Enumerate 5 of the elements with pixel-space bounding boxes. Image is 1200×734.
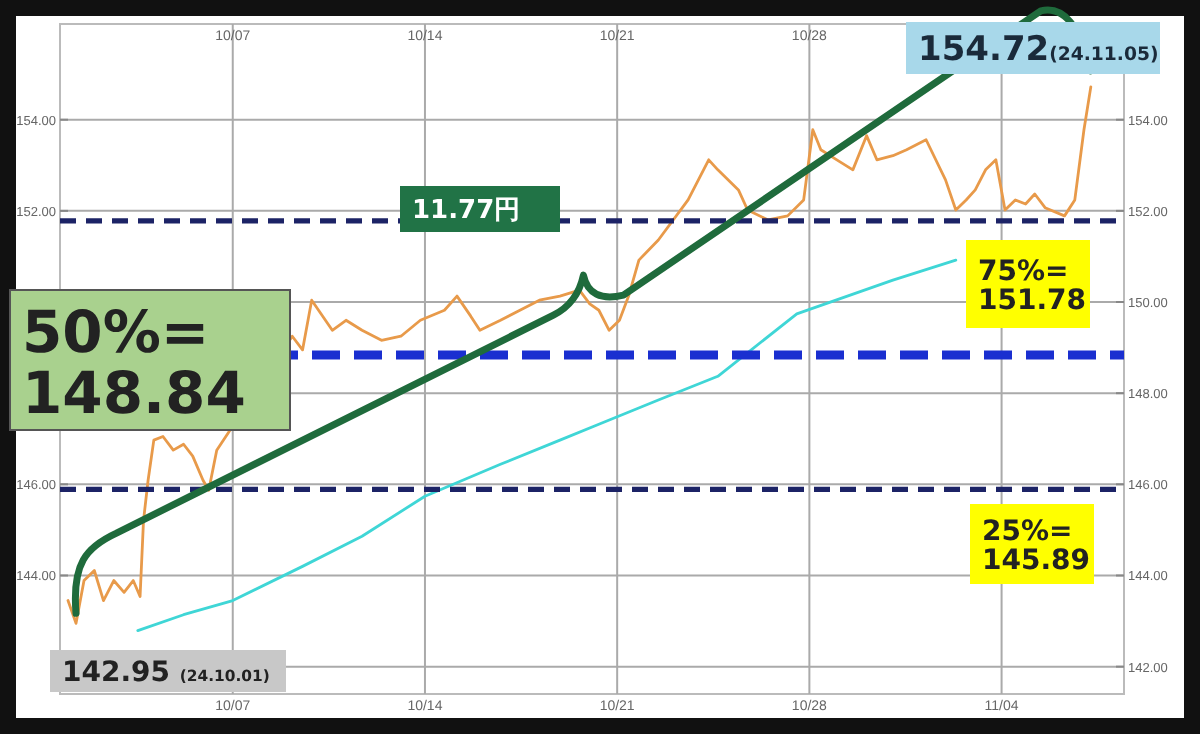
- annotation: 154.72(24.11.05): [918, 30, 1159, 71]
- ref-line-label: 75%= 151.78: [978, 256, 1087, 318]
- ref-line-label: 25%= 145.89: [982, 516, 1091, 578]
- annotation: 11.77円: [412, 196, 521, 227]
- ref-line-label: 50%= 148.84: [22, 297, 246, 427]
